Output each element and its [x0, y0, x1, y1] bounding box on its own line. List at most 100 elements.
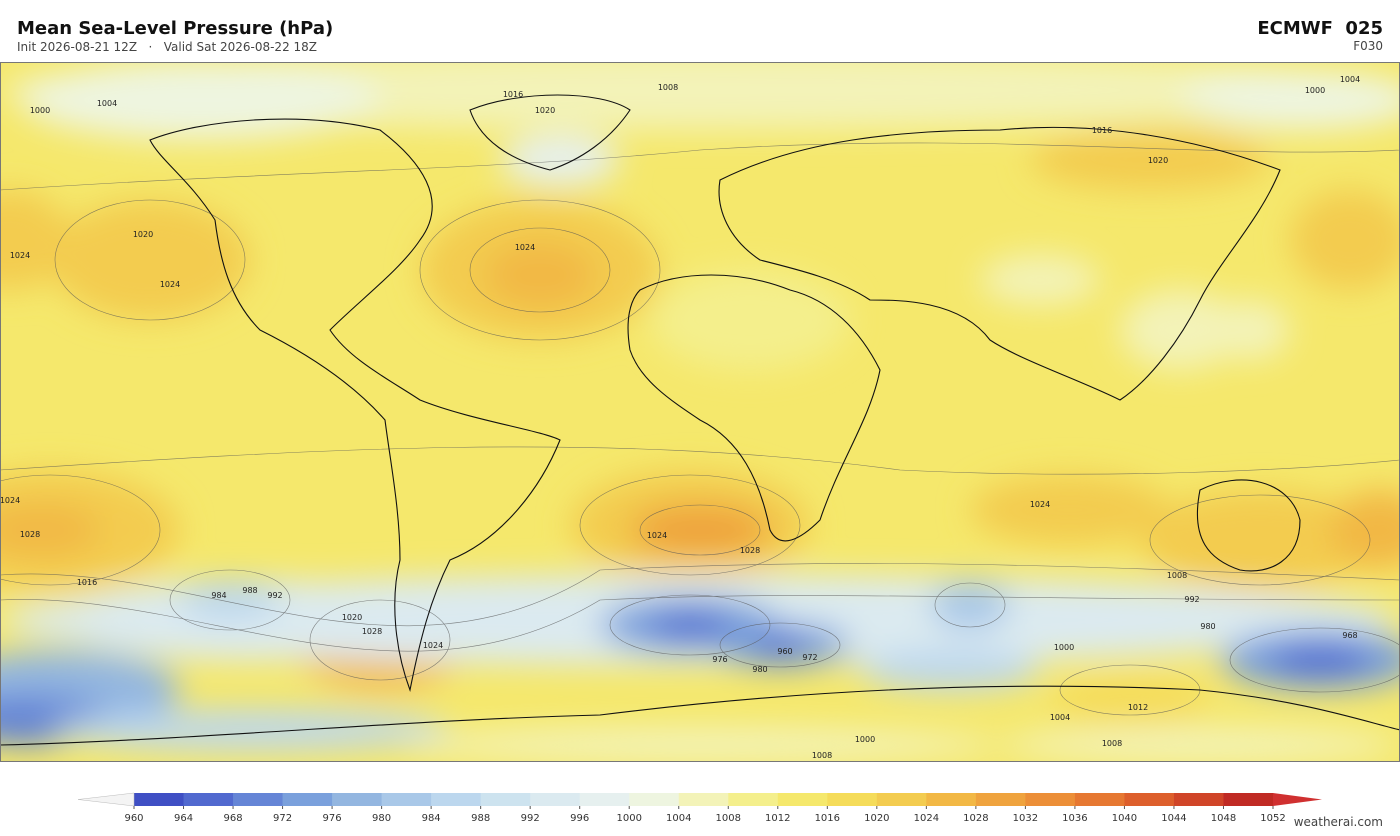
contours — [0, 142, 1400, 716]
colorbar-bin — [876, 793, 927, 806]
colorbar-tick-label: 1016 — [815, 813, 840, 824]
contour-label: 1008 — [1102, 739, 1122, 748]
map: 1024 1024 1020 1024 1016 1020 1004 1000 1008 1012… — [0, 56, 1400, 762]
pressure-blob — [50, 580, 450, 660]
colorbar-bin — [381, 793, 432, 806]
coastlines — [0, 94, 1400, 746]
colorbar-tick-label: 996 — [570, 813, 589, 824]
colorbar-tick-label: 1000 — [616, 813, 641, 824]
contour-label: 1004 — [1050, 713, 1070, 722]
pressure-blob — [1270, 646, 1370, 674]
colorbar-tick-label: 976 — [323, 813, 342, 824]
contour-label: 1020 — [342, 613, 362, 622]
pressure-blob — [1030, 130, 1270, 190]
colorbar-tick-label: 980 — [372, 813, 391, 824]
contour-label: 1000 — [855, 735, 875, 744]
contour-label: 1024 — [0, 496, 20, 505]
contour-label: 972 — [802, 653, 817, 662]
contour-label: 1004 — [1340, 75, 1360, 84]
contour-label: 1016 — [77, 578, 97, 587]
pressure-blob — [1140, 490, 1380, 590]
contour-label: 1024 — [423, 641, 443, 650]
pressure-blob — [1000, 727, 1400, 762]
contour-label: 1024 — [515, 243, 535, 252]
contour-label: 1016 — [1092, 126, 1112, 135]
contour-label: 1024 — [647, 531, 667, 540]
pressure-blob — [1180, 70, 1400, 130]
colorbar-tick-label: 988 — [471, 813, 490, 824]
pressure-blob — [1210, 300, 1290, 360]
colorbar-tick-label: 1008 — [716, 813, 741, 824]
colorbar-bin — [579, 793, 630, 806]
model-name: ECMWF 025 — [1257, 18, 1383, 39]
colorbar-bin — [926, 793, 977, 806]
colorbar-tick-label: 968 — [223, 813, 242, 824]
colorbar-tick-label: 1040 — [1112, 813, 1137, 824]
colorbar: 960 964 968 972 976 980 984 988 992 996 1000 1004 10… — [77, 792, 1322, 824]
colorbar-tick-label: 1048 — [1211, 813, 1236, 824]
contour-label: 1000 — [30, 106, 50, 115]
contour-label: 976 — [712, 655, 727, 664]
contour-label: 1012 — [1323, 56, 1343, 65]
contour-label: 1020 — [535, 106, 555, 115]
colorbar-tick-label: 1028 — [963, 813, 988, 824]
pressure-blob — [630, 505, 770, 555]
colorbar-bin — [183, 793, 234, 806]
colorbar-tick-label: 1044 — [1161, 813, 1186, 824]
contour-label: 980 — [752, 665, 767, 674]
pressure-blob — [930, 580, 1010, 630]
colorbar-tick-label: 972 — [273, 813, 292, 824]
colorbar-bin — [1124, 793, 1175, 806]
pressure-blob — [50, 200, 250, 320]
pressure-blob — [1290, 190, 1400, 290]
colorbar-tick-label: 1032 — [1013, 813, 1038, 824]
colorbar-bin — [728, 793, 779, 806]
pressure-blob — [485, 243, 595, 307]
colorbar-tick-label: 964 — [174, 813, 193, 824]
colorbar-under — [77, 792, 135, 807]
colorbar-tick-label: 1004 — [666, 813, 691, 824]
colorbar-bin — [530, 793, 581, 806]
contour-label: 1008 — [1167, 571, 1187, 580]
pressure-blob — [860, 650, 1040, 690]
colorbar-tick-label: 992 — [521, 813, 540, 824]
contour-label: 1012 — [1128, 703, 1148, 712]
colorbar-tick-label: 1024 — [914, 813, 939, 824]
contour-label: 988 — [242, 586, 257, 595]
pressure-blob — [400, 727, 1000, 762]
contour-labels: 1024 1024 1020 1024 1016 1020 1004 1000 1008 1012… — [0, 56, 1360, 760]
colorbar-bin — [1223, 793, 1274, 806]
colorbar-tick-label: 1052 — [1260, 813, 1285, 824]
contour-label: 992 — [1184, 595, 1199, 604]
contour-label: 1004 — [97, 99, 117, 108]
forecast-step: F030 — [1353, 39, 1383, 53]
colorbar-bin — [282, 793, 333, 806]
colorbar-tick-label: 1012 — [765, 813, 790, 824]
pressure-field — [0, 62, 1400, 762]
pressure-blob — [980, 255, 1100, 305]
colorbar-bin — [1173, 793, 1224, 806]
colorbar-bin — [134, 793, 185, 806]
contour-label: 1008 — [812, 751, 832, 760]
colorbar-over — [1273, 793, 1322, 806]
pressure-blob — [970, 475, 1170, 545]
colorbar-tick-label: 1020 — [864, 813, 889, 824]
colorbar-tick-label: 1036 — [1062, 813, 1087, 824]
colorbar-bin — [431, 793, 482, 806]
contour-label: 968 — [1342, 631, 1357, 640]
pressure-blob — [0, 190, 70, 290]
pressure-blob — [1330, 490, 1400, 570]
pressure-blob — [50, 710, 450, 750]
colorbar-bin — [777, 793, 828, 806]
colorbar-bin — [1074, 793, 1125, 806]
colorbar-bin — [332, 793, 383, 806]
pressure-blob — [0, 505, 100, 555]
watermark: weatherai.com — [1294, 815, 1383, 829]
colorbar-bin — [975, 793, 1026, 806]
contour-label: 1000 — [1054, 643, 1074, 652]
pressure-blob — [20, 62, 380, 140]
contour-label: 984 — [211, 591, 226, 600]
colorbar-bin — [480, 793, 531, 806]
contour-label: 1000 — [1305, 86, 1325, 95]
contour-label: 1028 — [740, 546, 760, 555]
